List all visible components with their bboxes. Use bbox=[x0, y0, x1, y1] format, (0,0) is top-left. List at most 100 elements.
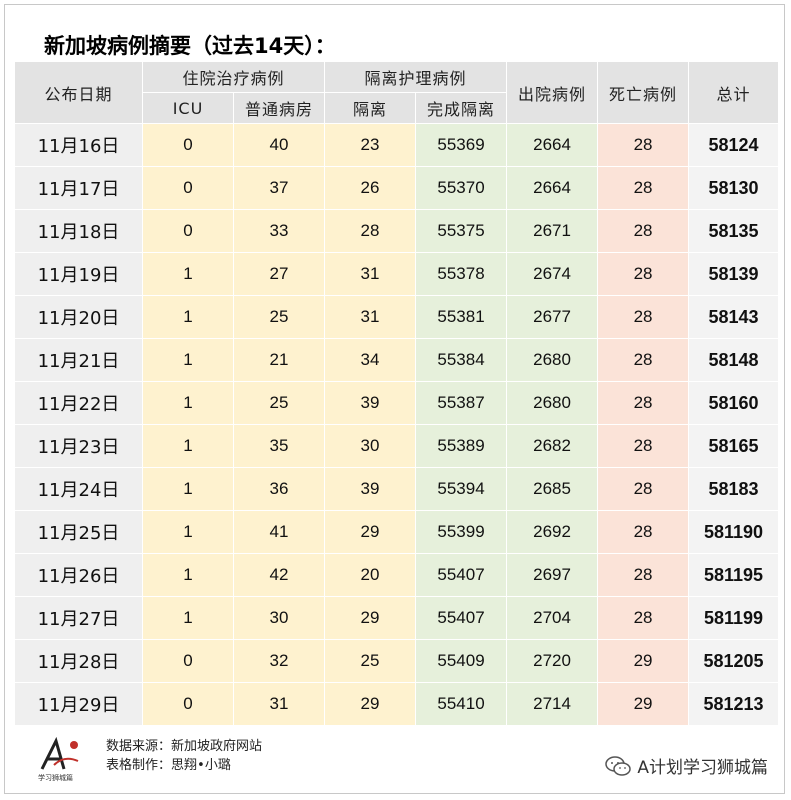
cell-deaths: 28 bbox=[597, 381, 690, 425]
cell-discharged: 2674 bbox=[506, 252, 599, 296]
cell-date: 11月20日 bbox=[14, 295, 143, 339]
cell-completed: 55370 bbox=[415, 166, 508, 210]
cell-isolation: 23 bbox=[324, 123, 417, 167]
cell-date: 11月29日 bbox=[14, 682, 143, 726]
cell-discharged: 2720 bbox=[506, 639, 599, 683]
cell-ward: 31 bbox=[232, 682, 326, 726]
cell-completed: 55378 bbox=[415, 252, 508, 296]
cell-icu: 0 bbox=[142, 123, 234, 167]
cell-total: 58124 bbox=[688, 123, 780, 167]
header-discharged: 出院病例 bbox=[506, 61, 599, 124]
cell-isolation: 31 bbox=[324, 295, 417, 339]
header-completed: 完成隔离 bbox=[415, 92, 508, 124]
cell-date: 11月16日 bbox=[14, 123, 143, 167]
cell-ward: 37 bbox=[232, 166, 326, 210]
table-row: 11月25日 1 41 29 55399 2692 28 581190 bbox=[14, 510, 780, 554]
cell-completed: 55407 bbox=[415, 553, 508, 597]
header-isolation: 隔离 bbox=[324, 92, 417, 124]
cell-icu: 0 bbox=[142, 682, 234, 726]
table-row: 11月23日 1 35 30 55389 2682 28 58165 bbox=[14, 424, 780, 468]
cell-icu: 0 bbox=[142, 209, 234, 253]
cell-deaths: 28 bbox=[597, 252, 690, 296]
cell-icu: 0 bbox=[142, 639, 234, 683]
header-isolation-group: 隔离护理病例 bbox=[324, 61, 508, 93]
cell-icu: 1 bbox=[142, 252, 234, 296]
table-row: 11月18日 0 33 28 55375 2671 28 58135 bbox=[14, 209, 780, 253]
cell-deaths: 29 bbox=[597, 682, 690, 726]
cell-discharged: 2677 bbox=[506, 295, 599, 339]
cell-date: 11月28日 bbox=[14, 639, 143, 683]
cell-discharged: 2680 bbox=[506, 381, 599, 425]
table-row: 11月16日 0 40 23 55369 2664 28 58124 bbox=[14, 123, 780, 167]
cell-total: 581199 bbox=[688, 596, 780, 640]
cell-date: 11月22日 bbox=[14, 381, 143, 425]
cell-date: 11月17日 bbox=[14, 166, 143, 210]
cell-total: 581195 bbox=[688, 553, 780, 597]
header-hospital-group: 住院治疗病例 bbox=[141, 61, 326, 93]
cell-total: 58130 bbox=[688, 166, 780, 210]
table-row: 11月28日 0 32 25 55409 2720 29 581205 bbox=[14, 639, 780, 683]
cell-ward: 25 bbox=[232, 295, 326, 339]
table-row: 11月24日 1 36 39 55394 2685 28 58183 bbox=[14, 467, 780, 511]
cell-completed: 55409 bbox=[415, 639, 508, 683]
cell-completed: 55389 bbox=[415, 424, 508, 468]
cell-completed: 55410 bbox=[415, 682, 508, 726]
cell-isolation: 34 bbox=[324, 338, 417, 382]
cell-total: 58148 bbox=[688, 338, 780, 382]
cell-icu: 1 bbox=[142, 510, 234, 554]
page-title: 新加坡病例摘要（过去14天）： bbox=[44, 34, 336, 58]
footer: 学习狮城篇 数据来源：新加坡政府网站 表格制作：思翔•小璐 A计划学习狮城篇 bbox=[14, 731, 778, 791]
cell-isolation: 39 bbox=[324, 467, 417, 511]
cell-isolation: 31 bbox=[324, 252, 417, 296]
cell-total: 581190 bbox=[688, 510, 780, 554]
cell-icu: 1 bbox=[142, 596, 234, 640]
table-row: 11月21日 1 21 34 55384 2680 28 58148 bbox=[14, 338, 780, 382]
source-line: 数据来源：新加坡政府网站 bbox=[106, 739, 263, 754]
cell-total: 58160 bbox=[688, 381, 780, 425]
cell-deaths: 28 bbox=[597, 553, 690, 597]
cell-date: 11月21日 bbox=[14, 338, 143, 382]
cell-discharged: 2685 bbox=[506, 467, 599, 511]
cell-discharged: 2697 bbox=[506, 553, 599, 597]
cell-completed: 55387 bbox=[415, 381, 508, 425]
cell-icu: 1 bbox=[142, 295, 234, 339]
table-row: 11月22日 1 25 39 55387 2680 28 58160 bbox=[14, 381, 780, 425]
cell-discharged: 2704 bbox=[506, 596, 599, 640]
cell-date: 11月27日 bbox=[14, 596, 143, 640]
cell-isolation: 29 bbox=[324, 596, 417, 640]
cell-isolation: 29 bbox=[324, 510, 417, 554]
cell-ward: 25 bbox=[232, 381, 326, 425]
cell-completed: 55407 bbox=[415, 596, 508, 640]
cell-date: 11月23日 bbox=[14, 424, 143, 468]
cell-isolation: 29 bbox=[324, 682, 417, 726]
cell-isolation: 30 bbox=[324, 424, 417, 468]
header-deaths: 死亡病例 bbox=[597, 61, 690, 124]
cell-ward: 30 bbox=[232, 596, 326, 640]
table-row: 11月29日 0 31 29 55410 2714 29 581213 bbox=[14, 682, 780, 726]
cell-deaths: 28 bbox=[597, 295, 690, 339]
cell-completed: 55399 bbox=[415, 510, 508, 554]
cell-total: 581205 bbox=[688, 639, 780, 683]
cell-completed: 55381 bbox=[415, 295, 508, 339]
cell-discharged: 2680 bbox=[506, 338, 599, 382]
cell-deaths: 29 bbox=[597, 639, 690, 683]
cell-completed: 55369 bbox=[415, 123, 508, 167]
header-icu: ICU bbox=[142, 92, 234, 124]
header-total: 总计 bbox=[688, 61, 780, 124]
cell-date: 11月24日 bbox=[14, 467, 143, 511]
cell-deaths: 28 bbox=[597, 510, 690, 554]
cell-isolation: 20 bbox=[324, 553, 417, 597]
wechat-attribution: A计划学习狮城篇 bbox=[605, 753, 768, 778]
cell-deaths: 28 bbox=[597, 209, 690, 253]
cell-date: 11月19日 bbox=[14, 252, 143, 296]
cell-ward: 27 bbox=[232, 252, 326, 296]
cell-date: 11月25日 bbox=[14, 510, 143, 554]
logo-icon: 学习狮城篇 bbox=[38, 736, 79, 782]
cell-icu: 1 bbox=[142, 381, 234, 425]
cell-total: 58143 bbox=[688, 295, 780, 339]
cell-icu: 1 bbox=[142, 467, 234, 511]
cell-deaths: 28 bbox=[597, 123, 690, 167]
header-date: 公布日期 bbox=[14, 61, 143, 124]
cell-isolation: 28 bbox=[324, 209, 417, 253]
cell-discharged: 2692 bbox=[506, 510, 599, 554]
